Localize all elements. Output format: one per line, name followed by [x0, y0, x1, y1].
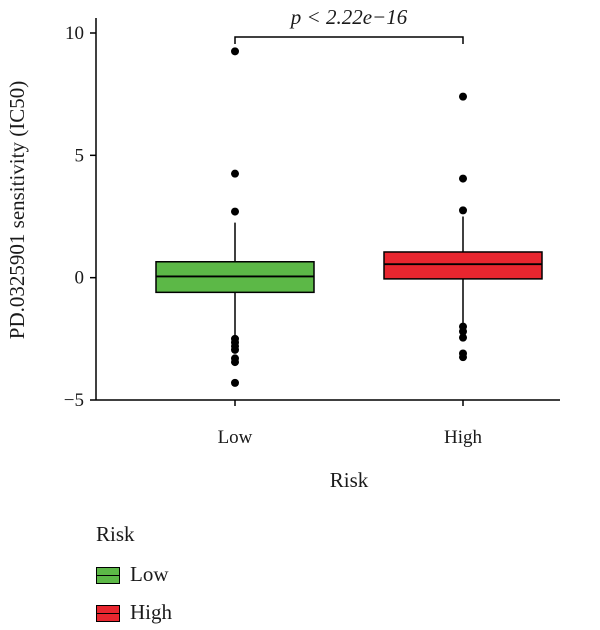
x-tick-label-low: Low: [218, 427, 253, 448]
outlier-point-low: [231, 207, 239, 216]
x-tick-label-high: High: [444, 427, 483, 448]
legend-item-high: High: [96, 600, 296, 630]
legend-key-high: [96, 605, 120, 622]
p-value-annotation: p < 2.22e−16: [289, 5, 408, 29]
outlier-point-high: [459, 333, 467, 342]
outlier-point-low: [231, 47, 239, 56]
outlier-point-low: [231, 358, 239, 367]
outlier-point-high: [459, 327, 467, 336]
legend-label-low: Low: [130, 562, 169, 586]
y-tick-label: −5: [64, 390, 84, 411]
boxes: [155, 216, 543, 336]
outlier-point-high: [459, 174, 467, 183]
y-tick-label: 0: [75, 268, 85, 289]
boxplot-chart: 10 5 0 −5 Low High p < 2.22e−16 PD.0325901 s…: [5, 5, 560, 492]
significance-bracket: [234, 36, 464, 44]
outlier-point-low: [231, 345, 239, 354]
y-tick-label: 5: [75, 145, 85, 166]
outlier-points: [231, 47, 467, 387]
outlier-point-low: [231, 169, 239, 178]
outlier-point-high: [459, 92, 467, 101]
legend-item-low: Low: [96, 562, 296, 592]
outlier-point-high: [459, 206, 467, 215]
x-axis-label: Risk: [330, 468, 369, 492]
box-high: [383, 251, 543, 280]
legend-title: Risk: [96, 522, 135, 546]
legend-key-low: [96, 567, 120, 584]
y-tick-label: 10: [65, 23, 84, 44]
y-axis-label: PD.0325901 sensitivity (IC50): [5, 81, 29, 339]
outlier-point-high: [459, 353, 467, 362]
y-ticks: 10 5 0 −5: [64, 23, 96, 411]
legend-label-high: High: [130, 600, 172, 624]
outlier-point-low: [231, 378, 239, 387]
x-ticks: Low High: [218, 400, 483, 448]
